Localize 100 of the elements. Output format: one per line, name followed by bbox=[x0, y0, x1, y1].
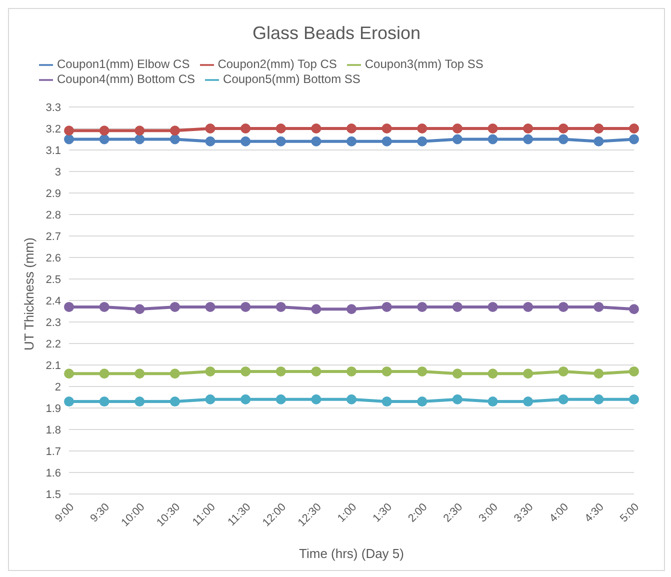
y-tick-label: 1.7 bbox=[46, 446, 61, 458]
point bbox=[382, 302, 392, 312]
point bbox=[488, 134, 498, 144]
point bbox=[382, 396, 392, 407]
point bbox=[594, 394, 604, 404]
point bbox=[594, 368, 604, 379]
point bbox=[558, 134, 568, 144]
chart-title: Glass Beads Erosion bbox=[251, 22, 422, 45]
y-tick-label: 2.1 bbox=[46, 360, 61, 372]
point bbox=[205, 394, 216, 404]
point bbox=[99, 302, 110, 312]
point bbox=[311, 366, 322, 376]
y-tick-label: 3 bbox=[54, 166, 61, 178]
point bbox=[240, 366, 251, 376]
point bbox=[452, 302, 462, 312]
point bbox=[382, 124, 392, 134]
point bbox=[170, 302, 180, 312]
point bbox=[558, 124, 568, 134]
point bbox=[594, 302, 604, 312]
point bbox=[240, 136, 251, 146]
point bbox=[523, 124, 534, 134]
x-tick-label: 3:00 bbox=[476, 501, 500, 525]
point bbox=[417, 124, 428, 134]
y-tick-label: 2.4 bbox=[46, 295, 61, 308]
point bbox=[452, 394, 462, 404]
point bbox=[99, 126, 110, 136]
legend-label: Coupon5(mm) Bottom SS bbox=[223, 72, 360, 86]
x-tick-label: 9:00 bbox=[53, 501, 77, 525]
y-tick-label: 2 bbox=[54, 381, 61, 394]
point bbox=[311, 136, 322, 146]
point bbox=[523, 134, 534, 144]
y-tick-label: 2.7 bbox=[46, 230, 61, 243]
y-tick-label: 3.2 bbox=[46, 123, 61, 136]
point bbox=[311, 124, 322, 134]
point bbox=[205, 366, 216, 376]
point bbox=[488, 302, 498, 312]
point bbox=[417, 396, 428, 407]
point bbox=[276, 124, 286, 134]
point bbox=[170, 126, 180, 136]
point bbox=[99, 396, 110, 407]
point bbox=[523, 368, 534, 379]
point bbox=[276, 394, 286, 404]
point bbox=[64, 134, 74, 144]
y-tick-label: 1.8 bbox=[46, 424, 61, 436]
point bbox=[276, 302, 286, 312]
point bbox=[629, 304, 639, 314]
point bbox=[134, 134, 145, 144]
point bbox=[417, 366, 428, 376]
y-tick-label: 2.9 bbox=[46, 188, 61, 200]
legend-label: Coupon1(mm) Elbow CS bbox=[57, 57, 190, 71]
point bbox=[276, 366, 286, 376]
point bbox=[629, 124, 639, 134]
point bbox=[170, 396, 180, 407]
point bbox=[629, 134, 639, 144]
point bbox=[346, 366, 356, 376]
point bbox=[417, 136, 428, 146]
point bbox=[594, 124, 604, 134]
y-tick-label: 3.3 bbox=[46, 102, 61, 114]
point bbox=[240, 394, 251, 404]
point bbox=[629, 394, 639, 404]
point bbox=[64, 368, 74, 379]
point bbox=[417, 302, 428, 312]
point bbox=[523, 302, 534, 312]
x-tick-label: 1:00 bbox=[336, 501, 360, 525]
x-tick-label: 9:30 bbox=[88, 501, 112, 525]
point bbox=[134, 368, 145, 379]
x-axis-title: Time (hrs) (Day 5) bbox=[299, 546, 404, 561]
x-tick-label: 4:00 bbox=[547, 501, 572, 525]
legend-label: Coupon4(mm) Bottom CS bbox=[57, 72, 196, 86]
y-tick-label: 1.6 bbox=[46, 467, 61, 480]
point bbox=[346, 304, 356, 314]
y-tick-label: 1.9 bbox=[46, 402, 61, 415]
point bbox=[558, 394, 568, 404]
point bbox=[382, 366, 392, 376]
point bbox=[99, 368, 110, 379]
point bbox=[134, 126, 145, 136]
y-tick-label: 2.2 bbox=[46, 338, 61, 350]
point bbox=[64, 126, 74, 136]
point bbox=[240, 302, 251, 312]
point bbox=[170, 368, 180, 379]
point bbox=[452, 124, 462, 134]
point bbox=[240, 124, 251, 134]
point bbox=[488, 396, 498, 407]
point bbox=[382, 136, 392, 146]
legend-label: Coupon2(mm) Top CS bbox=[218, 57, 337, 71]
point bbox=[452, 134, 462, 144]
point bbox=[346, 394, 356, 404]
point bbox=[452, 368, 462, 379]
x-tick-label: 3:30 bbox=[512, 501, 536, 525]
y-tick-label: 2.6 bbox=[46, 252, 61, 264]
point bbox=[205, 136, 216, 146]
y-tick-label: 2.5 bbox=[46, 274, 61, 286]
point bbox=[99, 134, 110, 144]
x-tick-label: 1:30 bbox=[370, 501, 394, 525]
point bbox=[558, 366, 568, 376]
point bbox=[488, 368, 498, 379]
x-tick-label: 4:30 bbox=[582, 501, 606, 525]
point bbox=[523, 396, 534, 407]
x-tick-label: 5:00 bbox=[618, 501, 642, 525]
point bbox=[64, 302, 74, 312]
